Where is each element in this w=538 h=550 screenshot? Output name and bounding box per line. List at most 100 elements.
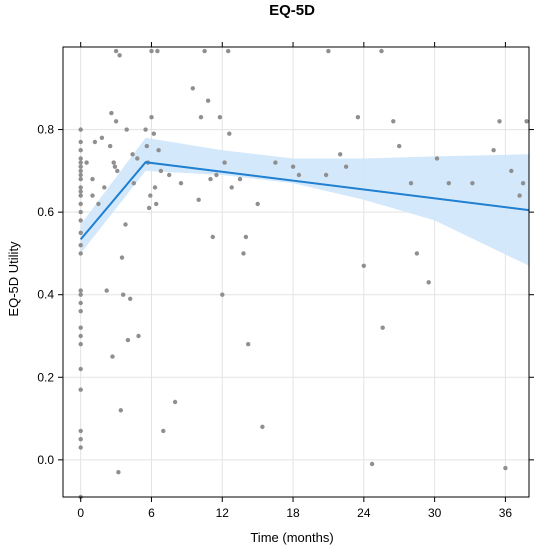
data-point [296,172,302,178]
data-point [78,139,83,145]
data-point [214,172,219,178]
data-point [84,160,89,165]
data-point [78,172,83,178]
data-point [90,176,95,182]
data-point [517,193,522,198]
data-point [208,176,213,182]
data-point [92,139,98,145]
data-point [130,152,135,157]
data-point [146,205,152,211]
data-point [78,292,83,297]
data-point [156,148,161,153]
y-tick-label: 0.6 [37,205,54,219]
data-point [426,280,431,285]
data-point [379,48,384,54]
data-point [78,342,83,347]
data-point [128,296,133,301]
data-point [149,48,154,54]
data-point [111,160,116,165]
data-point [154,201,159,207]
data-point [434,156,440,161]
y-tick-label: 0.2 [37,370,54,384]
data-point [78,243,83,248]
x-axis-label: Time (months) [250,530,333,545]
data-point [78,300,83,306]
data-point [172,399,178,405]
x-tick-label: 30 [428,506,442,520]
x-tick-label: 6 [148,506,155,520]
data-point [121,292,126,297]
data-point [78,366,83,372]
data-point [78,218,83,223]
data-point [125,337,131,343]
data-point [148,193,153,198]
y-tick-label: 0.4 [37,288,54,302]
data-point [113,48,119,54]
data-point [338,152,343,157]
data-point [99,135,105,140]
data-point [217,115,223,120]
data-point [115,168,120,174]
data-point [220,292,225,297]
gridlines [63,47,529,497]
data-point [78,156,83,161]
data-point [124,127,129,132]
data-point [78,230,83,235]
data-point [108,143,113,149]
y-tick-label: 0.8 [37,123,54,137]
data-point [96,201,101,207]
data-point [117,53,122,58]
data-point [241,251,246,256]
data-point [78,176,83,182]
x-tick-label: 0 [77,506,84,520]
data-point [290,164,296,169]
data-point [78,437,83,442]
plot-frame [62,46,530,498]
data-point [78,164,83,169]
x-tick-label: 36 [499,506,513,520]
fit-line [79,161,530,241]
data-point [78,193,83,198]
x-tick-label: 24 [357,506,371,520]
data-point [167,172,172,178]
data-point [196,197,201,202]
data-point [273,160,278,165]
data-point [326,48,331,54]
data-point [158,168,164,174]
data-point [123,222,128,227]
data-point [369,461,375,467]
confidence-band [80,137,529,266]
data-point [78,251,83,256]
data-point [503,465,508,471]
data-point [113,119,119,124]
data-point [243,234,249,240]
data-point [78,168,83,174]
data-point [210,234,215,240]
data-point [104,288,109,293]
data-point [109,110,114,116]
data-point [355,115,361,120]
data-point [78,325,83,330]
data-point [202,48,207,54]
data-point [178,181,184,186]
data-point [78,185,83,190]
data-point [397,143,402,149]
data-point [470,181,475,186]
data-point [78,309,83,314]
data-point [143,127,148,132]
data-point [198,115,204,120]
data-point [144,143,149,149]
data-point [343,164,349,169]
data-point [78,387,83,392]
data-point [205,98,211,103]
data-point [78,201,83,207]
data-point [116,470,121,475]
x-tick-label: 18 [286,506,300,520]
data-point [446,181,451,186]
data-point [226,48,231,54]
data-point [408,181,414,186]
data-point [78,445,83,450]
data-point [497,119,502,124]
data-point [78,209,83,215]
